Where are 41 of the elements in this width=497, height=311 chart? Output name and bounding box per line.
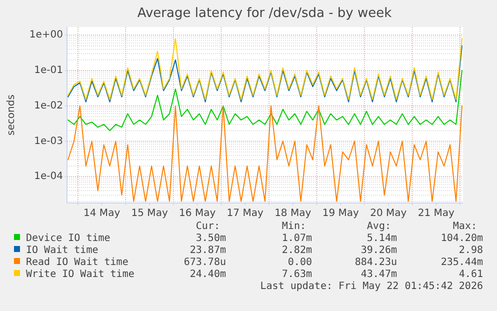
text: 24.40m: [190, 269, 226, 280]
chart-title: Average latency for /dev/sda - by week: [137, 6, 392, 21]
text: 2.82m: [282, 245, 312, 256]
x-tick-label: 18 May: [274, 208, 312, 219]
x-tick-label: 14 May: [84, 208, 120, 219]
text: 39.26m: [360, 245, 397, 256]
text: 23.87m: [190, 245, 226, 256]
text: 235.44m: [440, 257, 483, 268]
y-tick-label: 1e-03: [34, 136, 63, 147]
x-tick-label: 15 May: [131, 208, 168, 219]
text: 2.98: [458, 245, 483, 256]
y-tick-label: 1e+00: [29, 30, 63, 41]
text: 0.00: [288, 257, 312, 268]
y-tick-label: 1e-01: [34, 65, 63, 76]
y-tick-label: 1e-02: [34, 100, 63, 112]
text: Max:: [452, 221, 477, 232]
text: 4.61: [458, 269, 483, 280]
legend-label: Device IO time: [26, 233, 110, 244]
x-tick-label: 19 May: [322, 208, 359, 219]
x-tick-label: 20 May: [370, 208, 407, 219]
x-tick-label: 16 May: [179, 208, 216, 219]
text: 7.63m: [282, 269, 312, 280]
line-series: [67, 70, 463, 132]
text: 104.20m: [440, 233, 483, 244]
text: Last update: Fri May 22 01:45:42 2026: [260, 281, 483, 292]
legend-label: Write IO Wait time: [26, 269, 134, 280]
text: Min:: [282, 221, 306, 232]
legend-label: Read IO Wait time: [26, 257, 128, 268]
text: Avg:: [366, 221, 391, 232]
text: 5.14m: [366, 233, 397, 244]
x-tick-label: 17 May: [226, 208, 264, 219]
text: Cur:: [196, 221, 220, 232]
text: 884.23u: [354, 257, 397, 268]
text: 673.78u: [184, 257, 226, 268]
text: 43.47m: [360, 269, 397, 280]
text: 3.50m: [196, 233, 226, 244]
text: 1.07m: [282, 233, 312, 244]
y-axis-title: seconds: [6, 94, 17, 136]
x-tick-label: 21 May: [418, 208, 455, 219]
legend-label: IO Wait time: [26, 245, 98, 256]
y-tick-label: 1e-04: [34, 171, 63, 182]
